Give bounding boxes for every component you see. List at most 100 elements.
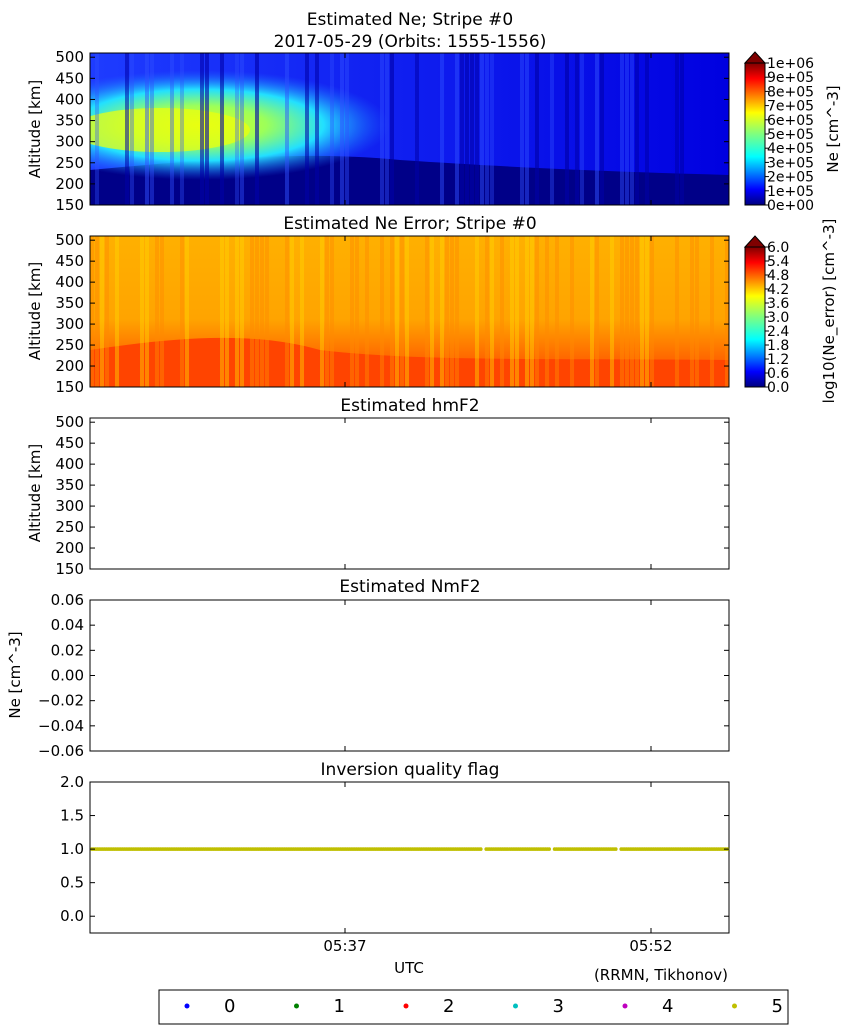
legend-label-0: 0 <box>224 996 235 1017</box>
colorbar-tick-label: 0.6 <box>767 366 789 382</box>
figure-title: Estimated Ne; Stripe #0 <box>307 10 513 30</box>
hmf2-ytick-label: 250 <box>55 518 84 536</box>
ne-error-ytick-label: 250 <box>55 336 84 354</box>
hmf2-ytick-label: 500 <box>55 413 84 431</box>
nmf2-title: Estimated NmF2 <box>339 577 480 597</box>
colorbar-tick-label: 1e+06 <box>767 56 814 72</box>
colorbar-tick-label: 9e+05 <box>767 70 814 86</box>
ne-ytick-label: 350 <box>55 112 84 130</box>
ne-heatmap-panel: 150 200 250 300 350 400 450 500 Altitude [km] <box>26 48 730 214</box>
ne-ytick-label: 200 <box>55 175 84 193</box>
nmf2-ytick-label: 0.02 <box>51 641 84 659</box>
colorbar-tick-label: 3.0 <box>767 310 789 326</box>
hmf2-ytick-label: 150 <box>55 560 84 578</box>
ne-ylabel: Altitude [km] <box>26 80 44 178</box>
legend-marker-2 <box>403 1003 409 1009</box>
ne-ytick-label: 450 <box>55 69 84 87</box>
legend-marker-5 <box>732 1003 737 1009</box>
quality-flag-point <box>479 847 483 851</box>
hmf2-ytick-label: 200 <box>55 539 84 557</box>
quality-flag-point <box>547 847 551 851</box>
colorbar-tick-label: 6.0 <box>767 240 789 256</box>
colorbar-tick-label: 3.6 <box>767 296 789 312</box>
legend: 0 1 2 3 4 5 <box>158 989 789 1025</box>
ne-colorbar-label: Ne [cm^-3] <box>824 85 842 172</box>
legend-label-3: 3 <box>553 996 564 1017</box>
ne-ytick-label: 150 <box>55 196 84 214</box>
quality-flag-point <box>614 847 618 851</box>
hmf2-title: Estimated hmF2 <box>340 396 479 416</box>
quality-flag-ytick-label: 1.5 <box>60 807 84 825</box>
nmf2-ytick-label: −0.02 <box>38 692 84 710</box>
hmf2-panel: 150 200 250 300 350 400 450 500 Altitude [km] <box>26 413 730 578</box>
colorbar-tick-label: 4e+05 <box>767 141 814 157</box>
ne-error-colorbar-label: log10(Ne_error) [cm^-3] <box>820 219 839 404</box>
quality-flag-ytick-label: 2.0 <box>60 773 84 791</box>
colorbar-tick-label: 4.8 <box>767 268 789 284</box>
ne-ytick-label: 500 <box>55 48 84 66</box>
colorbar-tick-label: 6e+05 <box>767 113 814 129</box>
colorbar-tick-label: 7e+05 <box>767 99 814 115</box>
colorbar-tick-label: 5e+05 <box>767 127 814 143</box>
credit-text: (RRMN, Tikhonov) <box>594 966 728 984</box>
ne-error-ytick-label: 350 <box>55 294 84 312</box>
quality-flag-title: Inversion quality flag <box>321 760 500 780</box>
xaxis-label: UTC <box>394 959 424 977</box>
ne-error-title: Estimated Ne Error; Stripe #0 <box>283 214 536 234</box>
figure-subtitle: 2017-05-29 (Orbits: 1555-1556) <box>274 32 547 52</box>
legend-label-1: 1 <box>334 996 345 1017</box>
ne-error-ylabel: Altitude [km] <box>26 262 44 360</box>
ne-colorbar: 0e+001e+052e+053e+054e+055e+056e+057e+05… <box>743 51 842 214</box>
hmf2-ylabel: Altitude [km] <box>26 444 44 542</box>
ne-ytick-label: 300 <box>55 133 84 151</box>
ne-heatmap-image <box>90 53 729 205</box>
nmf2-panel: −0.06 −0.04 −0.02 0.00 0.02 0.04 0.06 Ne [cm^-… <box>6 591 730 760</box>
colorbar-tick-label: 0.0 <box>767 380 789 396</box>
legend-label-4: 4 <box>662 996 673 1017</box>
hmf2-ytick-label: 400 <box>55 455 84 473</box>
ne-ytick-label: 250 <box>55 154 84 172</box>
colorbar-tick-label: 2e+05 <box>767 170 814 186</box>
nmf2-ytick-label: 0.06 <box>51 591 84 609</box>
xtick-label-0552: 05:52 <box>629 937 672 955</box>
legend-label-5: 5 <box>772 996 783 1017</box>
legend-marker-0 <box>184 1003 190 1009</box>
legend-marker-4 <box>622 1003 628 1009</box>
legend-label-2: 2 <box>443 996 454 1017</box>
ne-error-heatmap-panel: 150 200 250 300 350 400 450 500 Altitude [km] <box>26 231 730 396</box>
colorbar-tick-label: 3e+05 <box>767 155 814 171</box>
ne-error-ytick-label: 300 <box>55 315 84 333</box>
hmf2-ytick-label: 300 <box>55 497 84 515</box>
nmf2-ytick-label: −0.06 <box>38 742 84 760</box>
colorbar-tick-label: 4.2 <box>767 282 789 298</box>
ne-error-ytick-label: 400 <box>55 273 84 291</box>
legend-marker-3 <box>513 1003 518 1009</box>
ne-error-ytick-label: 450 <box>55 252 84 270</box>
ne-error-ytick-label: 150 <box>55 378 84 396</box>
colorbar-tick-label: 8e+05 <box>767 84 814 100</box>
nmf2-ytick-label: 0.04 <box>51 616 84 634</box>
nmf2-ytick-label: −0.04 <box>38 717 84 735</box>
colorbar-tick-label: 1e+05 <box>767 184 814 200</box>
ne-error-ytick-label: 200 <box>55 357 84 375</box>
quality-flag-ytick-label: 1.0 <box>60 840 84 858</box>
xtick-label-0537: 05:37 <box>323 937 366 955</box>
nmf2-ytick-label: 0.00 <box>51 667 84 685</box>
ne-error-heatmap-image <box>90 236 729 387</box>
legend-marker-1 <box>294 1003 299 1009</box>
quality-flag-ytick-label: 0.0 <box>60 907 84 925</box>
ne-error-ytick-label: 500 <box>55 231 84 249</box>
colorbar-tick-label: 0e+00 <box>767 198 814 214</box>
nmf2-ylabel: Ne [cm^-3] <box>6 631 24 718</box>
hmf2-ytick-label: 450 <box>55 434 84 452</box>
colorbar-tick-label: 5.4 <box>767 254 789 270</box>
quality-flag-panel: 0.0 0.5 1.0 1.5 2.0 <box>60 773 730 934</box>
colorbar-tick-label: 1.8 <box>767 338 789 354</box>
quality-flag-ytick-label: 0.5 <box>60 874 84 892</box>
colorbar-tick-label: 2.4 <box>767 324 789 340</box>
ne-ytick-label: 400 <box>55 90 84 108</box>
hmf2-ytick-label: 350 <box>55 476 84 494</box>
ne-error-colorbar: 0.00.61.21.82.43.03.64.24.85.46.0 log10(… <box>743 219 839 404</box>
colorbar-tick-label: 1.2 <box>767 352 789 368</box>
